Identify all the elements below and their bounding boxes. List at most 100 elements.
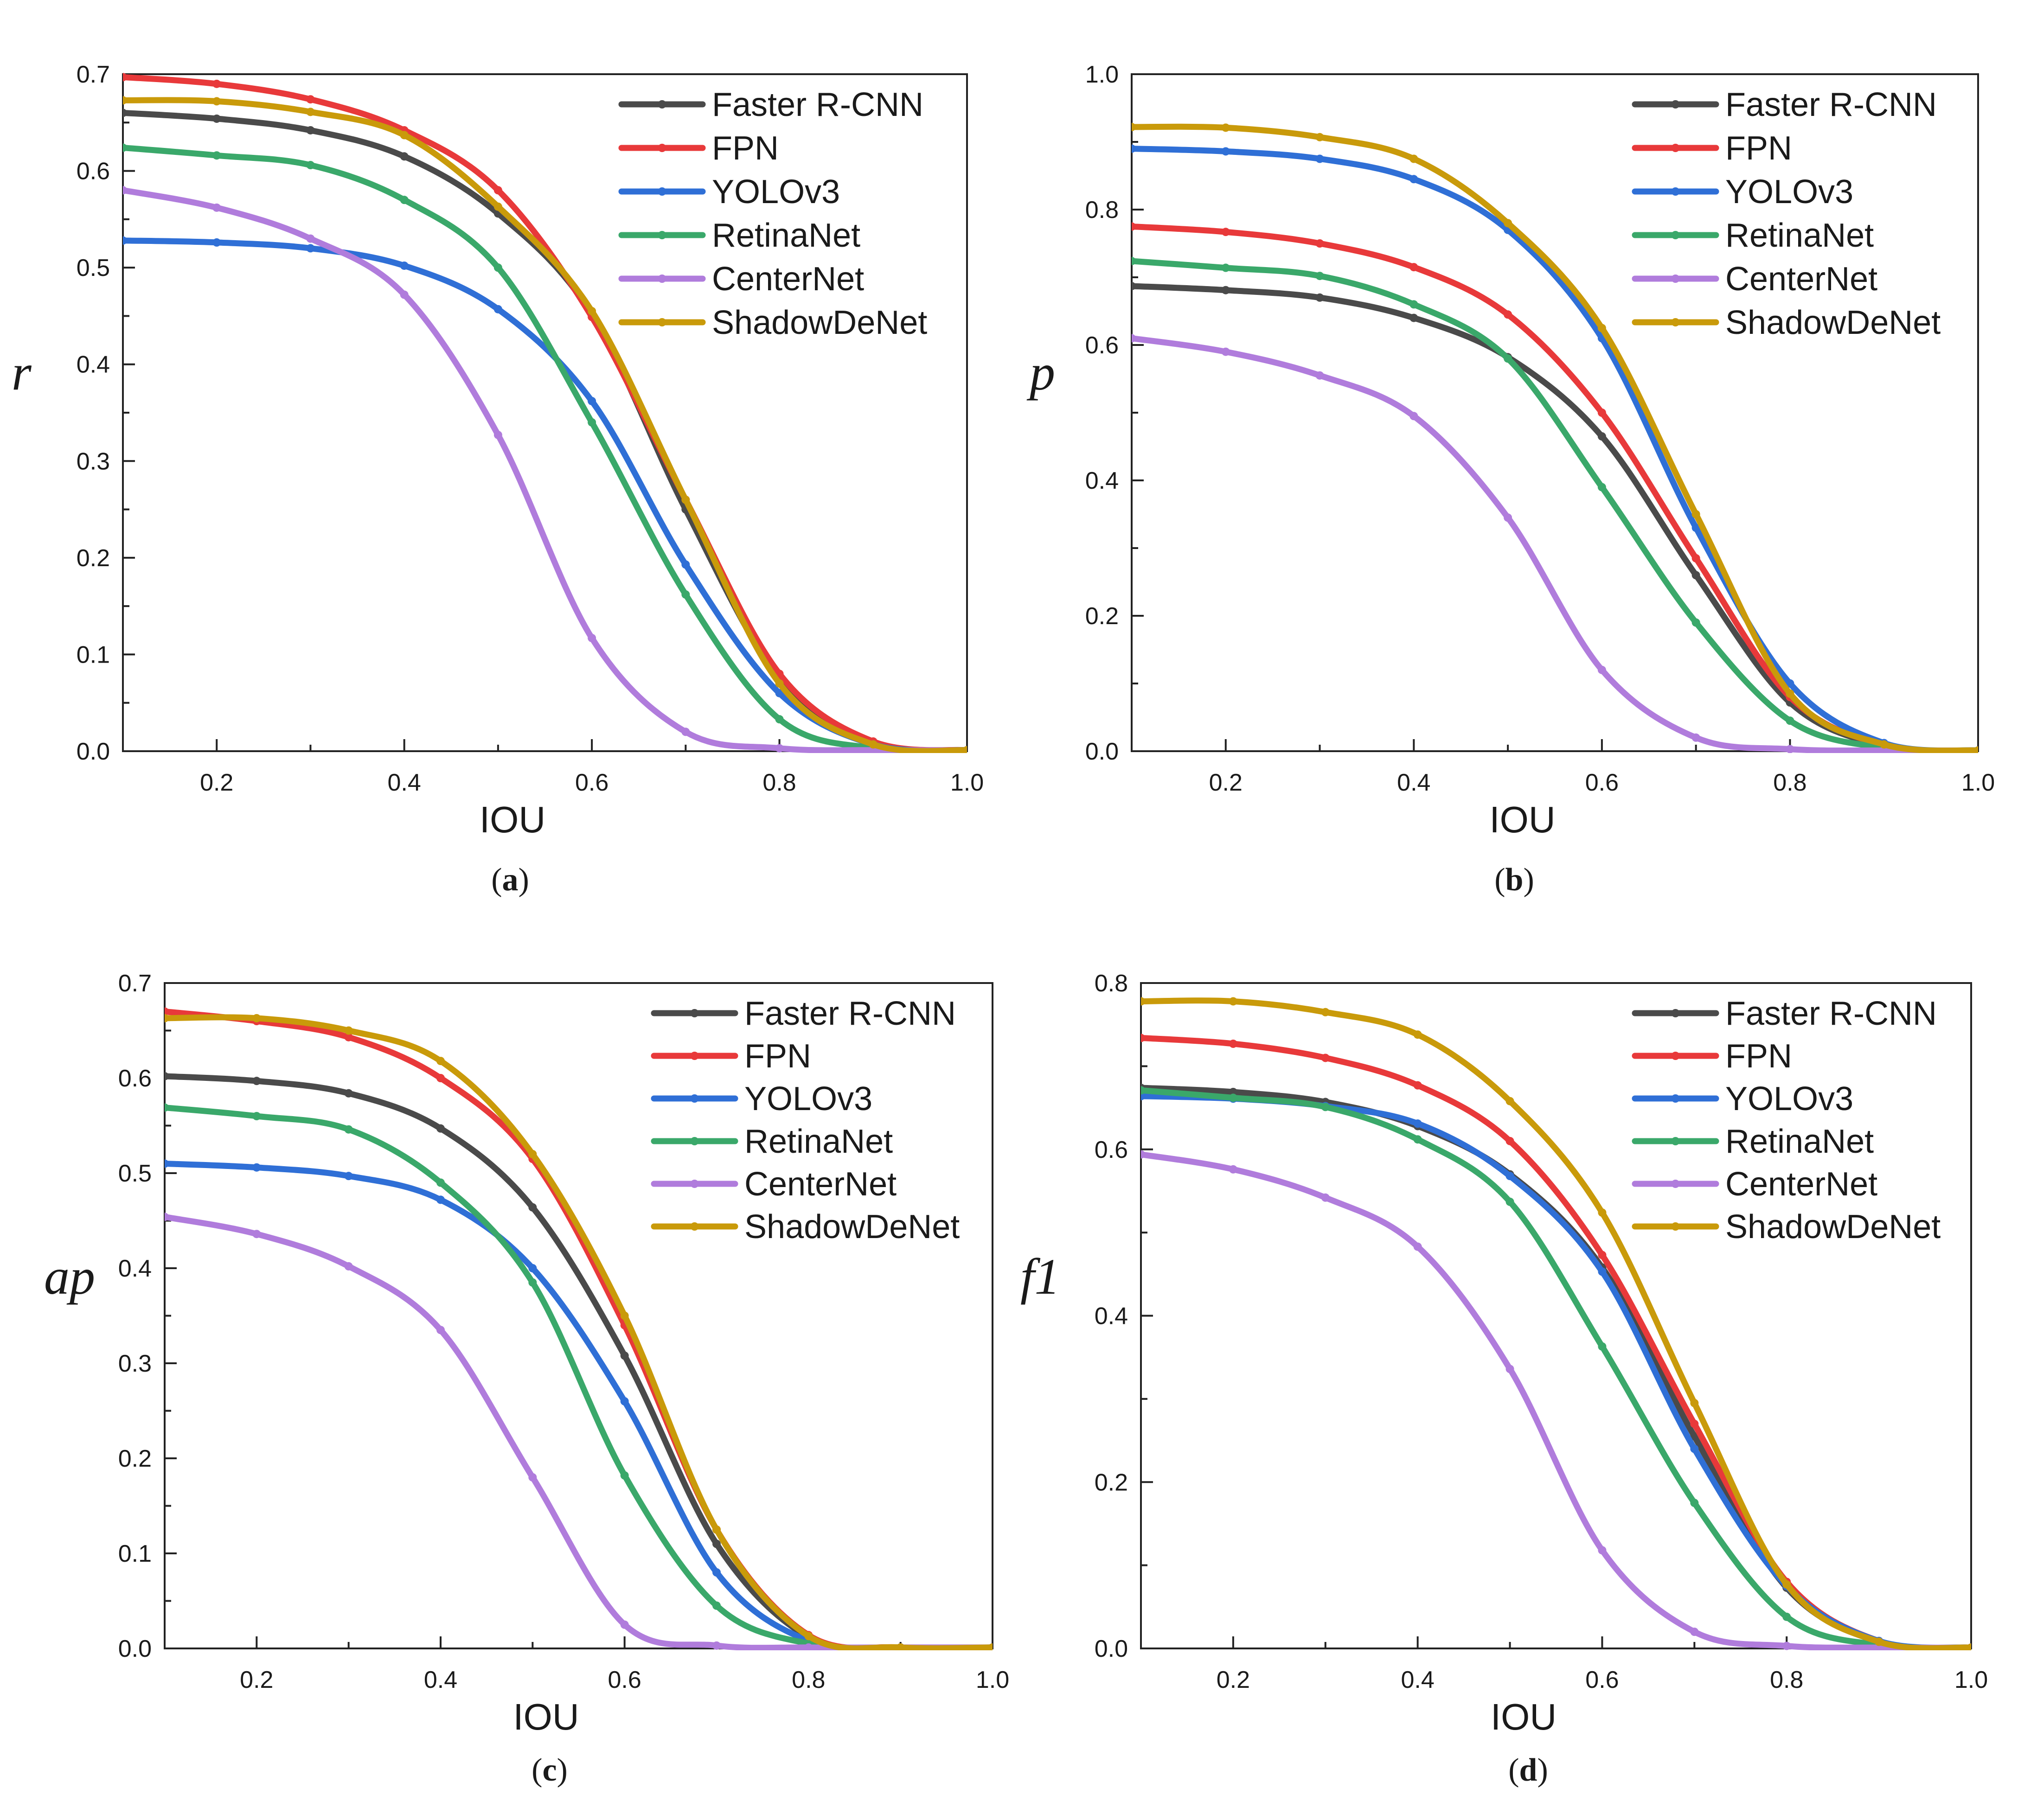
legend-marker xyxy=(1671,144,1680,152)
legend-label: RetinaNet xyxy=(744,1123,893,1160)
data-point xyxy=(1786,716,1794,725)
data-point xyxy=(1229,997,1237,1006)
legend-marker xyxy=(1671,187,1680,196)
x-tick-label: 0.2 xyxy=(240,1667,273,1693)
data-point xyxy=(1409,175,1418,184)
series-line xyxy=(1132,335,1978,753)
data-point xyxy=(1132,222,1136,231)
data-point xyxy=(123,96,127,105)
chart-panel-c: 0.2 0.4 0.6 0.8 1.0 0.0 0.1 0.2 0.3 0.4 0.5 0.6 0.7 I… xyxy=(44,970,1009,1788)
data-point xyxy=(1229,1165,1237,1174)
data-point xyxy=(344,1125,353,1134)
data-point xyxy=(1974,746,1978,753)
data-point xyxy=(1315,239,1324,248)
series-line xyxy=(1132,146,1978,753)
y-tick-label: 0.2 xyxy=(118,1445,152,1472)
x-tick-label: 0.6 xyxy=(1585,1667,1619,1693)
data-point xyxy=(528,1278,537,1287)
legend-label: Faster R-CNN xyxy=(712,86,923,123)
x-tick-label: 0.8 xyxy=(762,769,796,796)
panel-caption: (c) xyxy=(532,1752,568,1788)
data-point xyxy=(1321,1008,1330,1016)
data-point xyxy=(306,244,315,253)
series-shadowdenet xyxy=(123,96,967,753)
data-point xyxy=(1505,1172,1514,1181)
chart-panel-a: 0.2 0.4 0.6 0.8 1.0 0.0 0.1 0.2 0.3 0.4 0.5 0.6 0.7 I… xyxy=(12,61,984,898)
y-axis-label: p xyxy=(1026,344,1055,401)
data-point xyxy=(775,679,784,688)
data-point xyxy=(1229,1093,1237,1102)
panel-caption: (d) xyxy=(1508,1752,1548,1788)
x-tick-label: 0.8 xyxy=(1770,1667,1803,1693)
data-point xyxy=(1786,679,1794,688)
x-tick-label: 0.8 xyxy=(1773,769,1806,796)
data-point xyxy=(681,560,690,569)
data-point xyxy=(681,590,690,599)
data-point xyxy=(528,1203,537,1212)
data-point xyxy=(165,1072,169,1080)
data-point xyxy=(588,396,596,405)
data-point xyxy=(1691,554,1700,562)
data-point xyxy=(436,1074,445,1082)
y-tick-label: 0.1 xyxy=(77,641,110,668)
data-point xyxy=(588,307,596,315)
data-point xyxy=(306,234,315,243)
legend-marker xyxy=(658,318,666,326)
data-point xyxy=(1221,286,1230,294)
x-tick-label: 0.6 xyxy=(608,1667,641,1693)
data-point xyxy=(1598,1267,1607,1276)
x-tick-label: 1.0 xyxy=(1961,769,1995,796)
legend-label: FPN xyxy=(1725,1038,1792,1075)
data-point xyxy=(1413,1242,1422,1251)
data-point xyxy=(1321,1054,1330,1062)
series-shadowdenet xyxy=(1141,997,1971,1650)
data-point xyxy=(1598,1208,1607,1217)
data-point xyxy=(712,1568,721,1577)
data-point xyxy=(712,1539,721,1548)
y-tick-label: 0.8 xyxy=(1085,197,1119,224)
data-point xyxy=(493,202,502,211)
data-point xyxy=(1880,740,1889,749)
series-faster-r-cnn xyxy=(1132,281,1978,753)
data-point xyxy=(1229,1087,1237,1096)
y-axis-label: ap xyxy=(44,1248,95,1305)
data-point xyxy=(896,1643,905,1650)
data-point xyxy=(963,746,967,753)
data-point xyxy=(1413,1030,1422,1039)
y-tick-label: 0.6 xyxy=(1085,332,1119,359)
data-point xyxy=(400,196,409,204)
y-tick-label: 0.2 xyxy=(1085,603,1119,630)
chart-panel-b: 0.2 0.4 0.6 0.8 1.0 0.0 0.2 0.4 0.6 0.8 1.0 IOU p (b)… xyxy=(1026,61,1995,898)
data-point xyxy=(1505,1097,1514,1105)
data-point xyxy=(493,430,502,439)
data-point xyxy=(1597,324,1606,332)
data-point xyxy=(775,744,784,753)
y-tick-label: 1.0 xyxy=(1085,61,1119,88)
panel-caption: (b) xyxy=(1494,862,1534,898)
data-point xyxy=(1221,147,1230,156)
y-tick-label: 0.4 xyxy=(1095,1303,1128,1330)
data-point xyxy=(528,1473,537,1482)
y-tick-label: 0.0 xyxy=(118,1635,152,1662)
data-point xyxy=(1141,1086,1145,1095)
data-point xyxy=(436,1124,445,1133)
data-point xyxy=(1598,1546,1607,1555)
legend-label: ShadowDeNet xyxy=(1725,304,1941,341)
data-point xyxy=(1782,1612,1791,1621)
series-faster-r-cnn xyxy=(123,109,967,753)
data-point xyxy=(1967,1643,1971,1650)
series-centernet xyxy=(1132,334,1978,753)
data-point xyxy=(1132,334,1136,343)
y-axis-label: f1 xyxy=(1020,1248,1060,1305)
series-line xyxy=(1141,1151,1971,1650)
data-point xyxy=(436,1057,445,1066)
data-point xyxy=(588,418,596,427)
data-point xyxy=(1413,1081,1422,1090)
y-tick-label: 0.3 xyxy=(77,448,110,475)
y-tick-label: 0.7 xyxy=(77,61,110,88)
legend-marker xyxy=(1671,275,1680,283)
legend-marker xyxy=(690,1180,699,1188)
series-line xyxy=(1141,1087,1971,1650)
x-tick-label: 1.0 xyxy=(976,1667,1009,1693)
series-line xyxy=(1141,997,1971,1650)
